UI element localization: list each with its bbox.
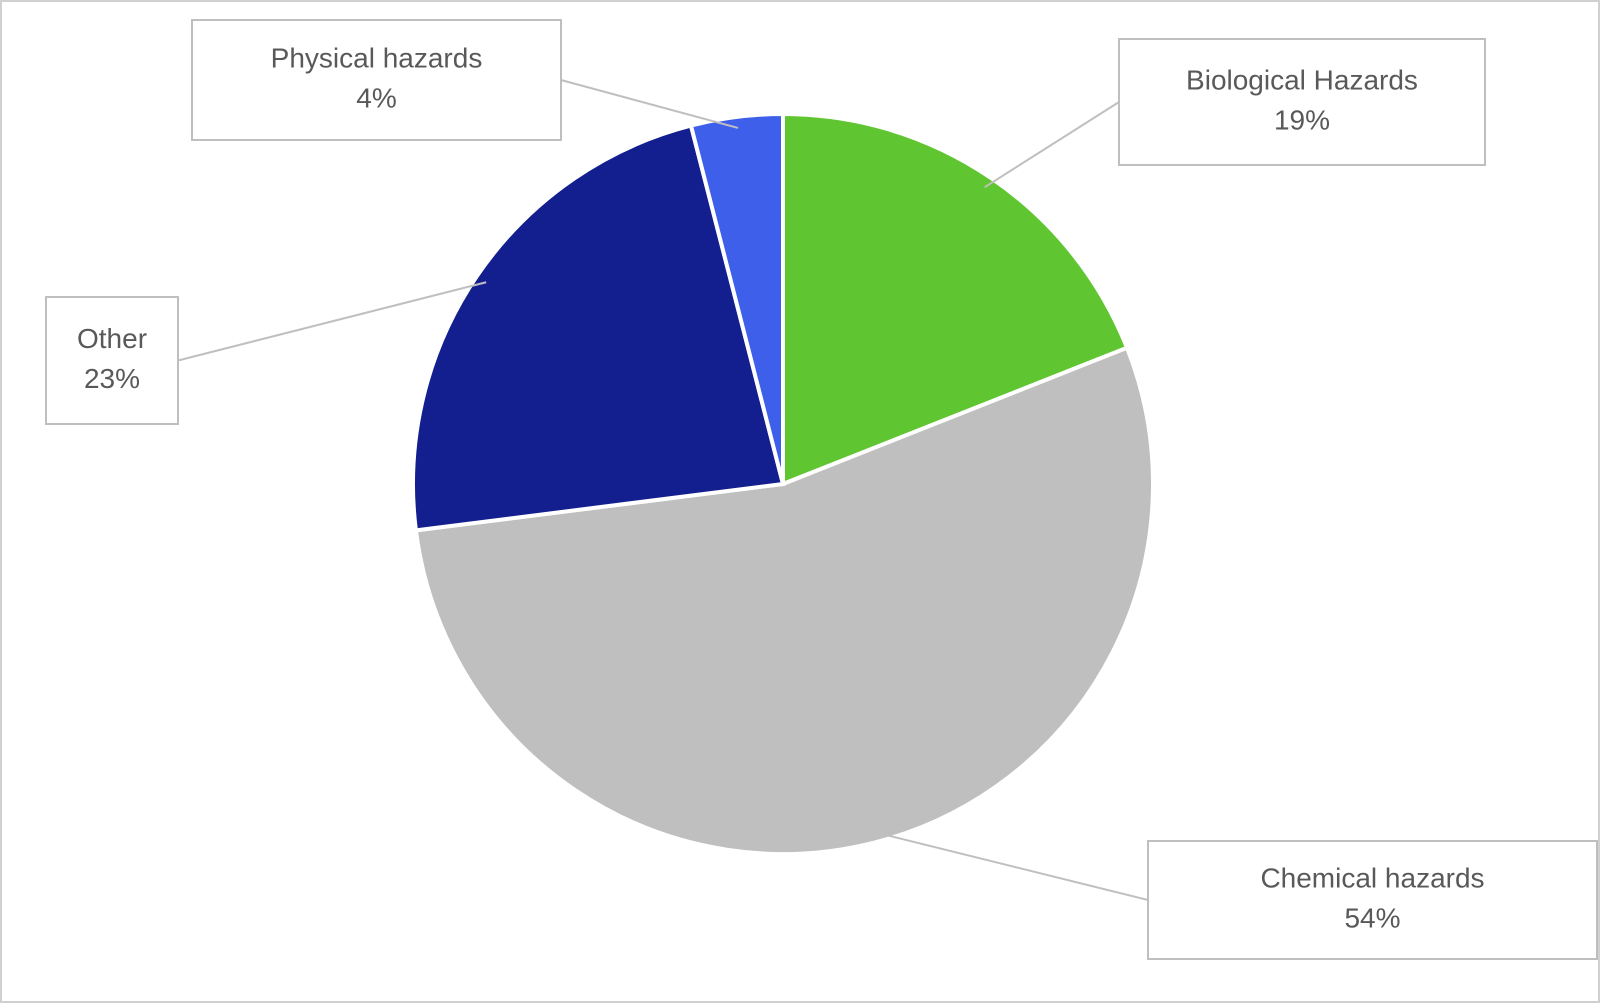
callout-box (45, 296, 179, 425)
pie-slice (413, 345, 1155, 856)
pie-slice (411, 123, 786, 533)
category-label: Physical hazards (271, 42, 483, 73)
category-label: Chemical hazards (1260, 862, 1484, 893)
category-label: Other (77, 323, 147, 354)
leader-line (984, 101, 1120, 189)
callout-box (191, 19, 562, 141)
callout-box (1118, 38, 1486, 166)
pie-slice (688, 111, 785, 485)
pie-slice (781, 111, 1130, 487)
value-label: 19% (1274, 104, 1330, 135)
leader-line (560, 79, 739, 129)
category-label: Biological Hazards (1186, 64, 1418, 95)
callout-box (1147, 840, 1598, 960)
value-label: 23% (84, 363, 140, 394)
leader-line (177, 281, 487, 362)
value-label: 4% (356, 82, 396, 113)
value-label: 54% (1344, 902, 1400, 933)
leader-line (872, 830, 1149, 901)
